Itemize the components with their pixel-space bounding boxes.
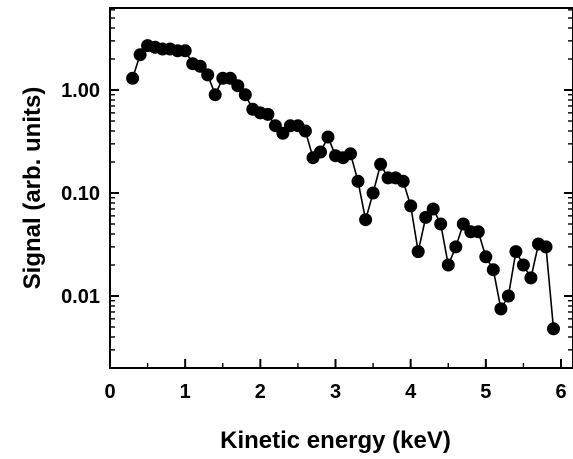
x-tick-label: 2 [255,381,266,403]
x-tick-label: 3 [330,381,341,403]
x-tick-label: 4 [405,381,417,403]
data-point [359,213,373,227]
y-tick-label: 0.01 [61,286,100,308]
data-point [501,289,515,303]
data-point [374,157,388,171]
x-axis-title: Kinetic energy (keV) [220,427,451,454]
data-point [351,174,365,188]
data-point [298,124,312,138]
data-point [494,302,508,316]
data-point [411,245,425,259]
data-point [486,263,500,277]
data-point [419,210,433,224]
x-tick-label: 1 [180,381,191,403]
data-point [193,59,207,73]
data-point [208,88,222,102]
data-point [547,322,560,336]
data-point [238,88,252,102]
data-point [434,217,448,231]
data-point [314,145,327,159]
data-point [366,186,380,200]
data-point [321,130,335,144]
data-point [524,271,538,285]
data-point [201,68,215,82]
data-point [178,44,192,58]
data-point [516,258,530,272]
series-line [131,44,555,329]
x-tick-label: 0 [104,381,115,403]
data-point [539,240,553,254]
data-point [261,107,275,121]
data-point [396,174,410,188]
data-point [404,199,418,213]
series-group [126,39,560,336]
data-point [441,258,455,272]
data-point [126,71,140,85]
data-point [449,240,463,254]
data-point [509,245,523,259]
y-tick-label: 0.10 [61,183,100,205]
data-point [133,48,147,62]
x-tick-label: 5 [480,381,491,403]
data-point [479,250,493,264]
data-point [426,202,440,216]
tick-labels: 0 1 2 3 4 5 6 1.00 0.10 0.01 [61,80,567,403]
data-point [231,79,245,93]
plot-frame [109,7,573,369]
data-point [344,147,357,161]
y-axis-title: Signal (arb. units) [19,87,46,290]
data-point [471,225,485,239]
x-tick-label: 6 [555,381,566,403]
y-tick-label: 1.00 [61,80,100,102]
